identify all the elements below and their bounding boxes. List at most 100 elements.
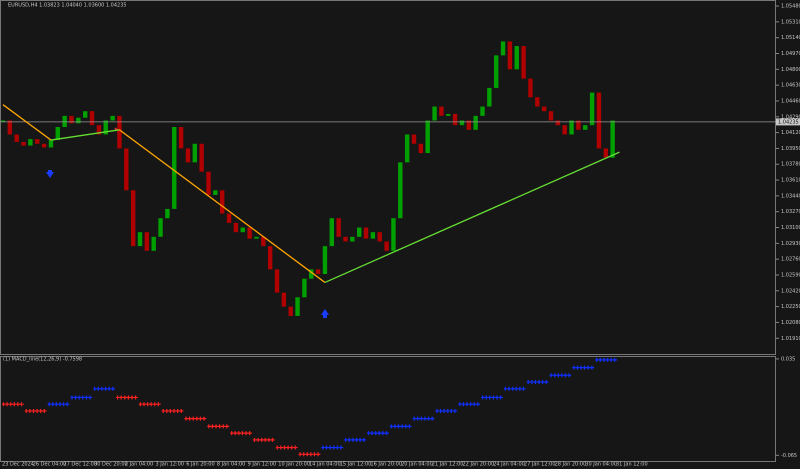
macd-segment	[481, 395, 503, 400]
macd-segment	[93, 386, 116, 391]
x-tick-label: 30 Jan 04:00	[585, 462, 617, 468]
candle	[596, 92, 602, 149]
candle	[151, 236, 156, 251]
macd-segment	[549, 373, 572, 378]
x-tick-label: 23 Dec 2024	[2, 462, 34, 468]
candle	[343, 236, 348, 242]
candle	[213, 190, 218, 195]
candle	[329, 218, 334, 247]
candle	[96, 125, 102, 135]
macd-segment	[344, 437, 367, 442]
y-tick-label: 1.05310	[781, 19, 800, 25]
y-tick-label: 1.05480	[781, 4, 800, 10]
candle	[14, 134, 19, 142]
candle	[41, 143, 47, 148]
candle	[288, 306, 293, 316]
candle	[363, 227, 369, 239]
candle	[336, 218, 341, 237]
y2-tick-label: -0.065	[781, 453, 797, 459]
x-tick-label: 15 Jan 12:00	[340, 462, 372, 468]
x-tick-label: 20 Jan 04:00	[401, 462, 433, 468]
macd-segment	[435, 408, 458, 413]
x-tick-label: 27 Dec 12:00	[63, 462, 97, 468]
candle	[28, 139, 33, 146]
candle	[610, 120, 615, 158]
macd-segment	[252, 437, 275, 442]
candle	[55, 127, 60, 141]
candle	[233, 222, 239, 233]
macd-segment	[572, 365, 595, 370]
candle	[350, 236, 355, 242]
candle	[384, 241, 389, 251]
candle	[35, 139, 40, 144]
candle	[473, 115, 478, 130]
candle	[192, 143, 197, 163]
candle	[103, 120, 108, 135]
candle	[124, 148, 129, 191]
candle	[521, 46, 526, 79]
candle	[178, 127, 184, 149]
candle	[144, 232, 150, 251]
candle	[541, 106, 547, 112]
x-tick-label: 14 Jan 04:00	[309, 462, 341, 468]
zigzag-segment	[324, 151, 620, 284]
candle	[247, 227, 252, 239]
candle	[535, 97, 540, 107]
y-tick-label: 1.04800	[781, 67, 800, 73]
candle	[398, 162, 403, 219]
candle	[377, 232, 382, 242]
candle	[309, 269, 314, 279]
candle	[466, 120, 471, 130]
macd-segment	[412, 416, 435, 421]
current-price-label: 1.04235	[778, 119, 799, 125]
candle	[411, 134, 417, 144]
candle	[370, 232, 376, 239]
x-tick-label: 6 Jan 20:00	[186, 462, 214, 468]
candle	[548, 111, 554, 121]
y-tick-label: 1.01910	[781, 336, 800, 342]
macd-segment	[367, 431, 389, 436]
macd-segment	[116, 395, 138, 400]
macd-segment	[138, 402, 161, 407]
candle	[603, 148, 608, 158]
y-tick-label: 1.03270	[781, 209, 800, 215]
macd-segment	[595, 357, 617, 362]
candle	[487, 87, 492, 107]
candle	[281, 292, 287, 307]
candle	[322, 246, 328, 275]
candle	[48, 140, 54, 148]
x-tick-label: 10 Jan 20:00	[278, 462, 310, 468]
candle	[459, 120, 465, 126]
macd-segment	[298, 452, 321, 457]
candle	[555, 120, 561, 126]
candle	[137, 232, 143, 247]
x-tick-label: 24 Jan 04:00	[493, 462, 525, 468]
candle	[446, 113, 451, 116]
current-price-box	[776, 118, 800, 126]
candle	[76, 117, 81, 124]
macd-segment	[184, 416, 207, 421]
x-tick-label: 27 Jan 12:00	[524, 462, 556, 468]
candle	[185, 148, 191, 163]
macd-segment	[275, 445, 298, 450]
macd-segment	[230, 431, 252, 436]
candle	[562, 125, 567, 135]
macd-segment	[207, 424, 230, 429]
candle	[261, 236, 266, 247]
candle	[583, 125, 588, 130]
candle	[528, 78, 533, 98]
y2-tick-label: 0.035	[781, 356, 795, 362]
price-panel-frame	[0, 0, 776, 355]
macd-panel-frame	[0, 356, 776, 462]
candle	[480, 106, 485, 116]
y-tick-label: 1.02250	[781, 304, 800, 310]
candle	[274, 269, 280, 293]
y-tick-label: 1.03780	[781, 162, 800, 168]
header: EURUSD,H4 1.03823 1.04040 1.03600 1.0423…	[8, 3, 127, 9]
y-tick-label: 1.02930	[781, 241, 800, 247]
candle	[199, 143, 204, 172]
candle	[110, 115, 115, 121]
candle	[432, 106, 437, 121]
candle	[500, 41, 506, 56]
macd-segment	[526, 380, 549, 385]
